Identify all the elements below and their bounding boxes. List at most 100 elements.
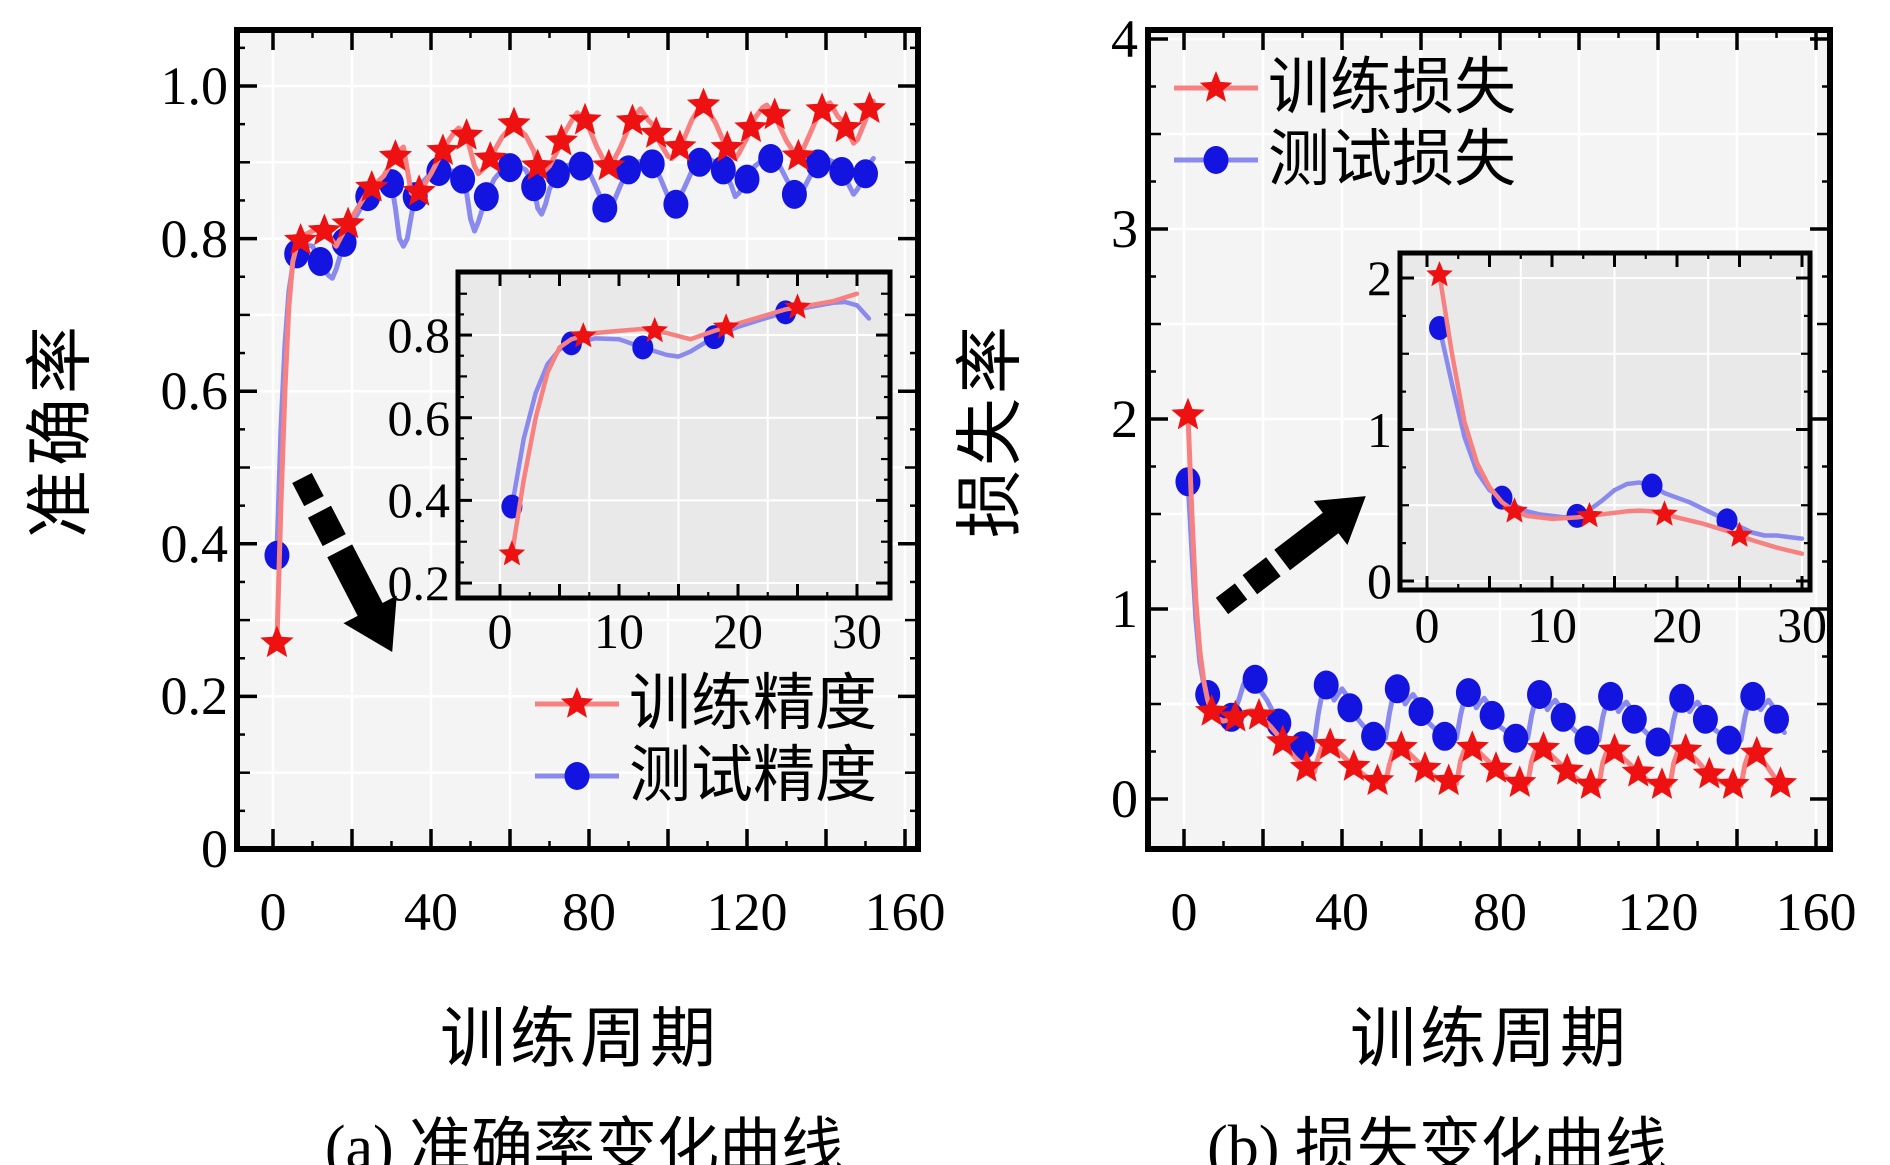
x-tick-label: 160 [1775,882,1857,942]
test-circle-marker [1455,678,1481,708]
y-tick-label: 0.4 [160,513,229,574]
inset-x-tick-label: 0 [487,603,513,659]
test-circle-marker [1598,681,1624,711]
train-star-marker [1195,694,1229,726]
test-circle-marker [592,193,618,223]
test-loss-circle-icon [1172,137,1260,183]
legend-sample-graphic [535,687,619,718]
plot-frame [1145,27,1833,852]
train-star-marker [568,102,602,135]
y-tick-label: 1.0 [160,56,229,116]
inset-x-tick-label: 0 [1414,597,1440,653]
test-circle-marker [758,143,784,173]
inset-y-tick-label: 0.8 [387,307,451,364]
train-star-marker [473,141,507,173]
train-star-marker [710,130,744,162]
caption-panel-a: (a) 准确率变化曲线 [324,1114,844,1165]
train-star-marker [1432,763,1466,796]
train-star-marker [1503,765,1537,797]
arrow-dash [1215,583,1248,615]
series-group [1426,261,1805,556]
star-icon [560,687,594,718]
legend-item-test-accuracy: 测试精度 [533,740,877,812]
test-circle-marker [568,151,594,181]
legend-label: 训练精度 [629,670,878,738]
train-star-marker [1313,727,1347,759]
legend-panel-b: 训练损失 测试损失 [1172,52,1516,196]
train-star-marker [1669,733,1703,765]
test-accuracy-circle-icon [533,753,621,799]
train-star-marker [1218,699,1252,732]
legend-label: 训练损失 [1268,54,1517,122]
test-circle-marker [1479,700,1505,730]
train-star-marker [712,313,740,339]
y-tick-label: 0 [201,819,228,879]
x-tick-label: 80 [562,882,616,942]
test-circle-marker [1503,723,1529,753]
zoom-arrow-icon [292,472,397,653]
x-tick-label: 120 [706,882,788,942]
x-tick-label: 40 [1315,882,1369,942]
x-tick-label: 120 [1617,882,1699,942]
test-circle-marker [307,246,333,276]
train-star-marker [1763,766,1798,798]
test-circle-marker [1692,704,1718,734]
train-loss-star-icon [1172,65,1260,111]
test-circle-marker [616,155,641,185]
test-circle-marker [829,156,855,186]
train-star-marker [1692,756,1726,789]
y-tick-label: 1 [1111,579,1138,639]
series-group [498,291,872,566]
legend-label: 测试损失 [1268,126,1517,194]
train-star-marker [544,123,578,156]
train-star-marker [1479,751,1513,783]
series-group [260,87,887,658]
inset-x-tick-label: 10 [594,603,644,659]
test-circle-marker [1361,721,1387,751]
y-tick-label: 0.8 [160,208,229,269]
train-star-marker [1455,730,1489,762]
test-circle-marker [450,164,476,194]
x-tick-label: 0 [1170,882,1198,942]
test-circle-marker [1175,467,1201,497]
train-star-marker [307,213,341,246]
train-star-marker [1740,735,1774,768]
test-circle-marker [1669,683,1695,713]
axis-y-label-accuracy: 准确率 [22,321,99,539]
test-circle-marker [1764,704,1789,734]
arrow-head [327,544,397,653]
x-tick-label: 0 [259,882,287,942]
train-star-marker [1408,751,1442,783]
train-star-marker [498,540,526,566]
test-circle-marker [781,179,807,209]
axis-x-label-epochs-b: 训练周期 [1350,1003,1630,1076]
test-circle-marker [473,182,499,212]
train-star-marker [734,110,768,143]
train-star-marker [1384,730,1418,762]
test-circle-marker [1432,721,1458,751]
star-icon [1199,71,1233,102]
arrow-dash [1242,557,1281,595]
test-circle-marker [663,189,689,219]
x-tick-label: 160 [864,882,946,942]
axis-x-label-epochs-a: 训练周期 [440,1003,720,1076]
train-star-marker [639,116,673,148]
test-circle-marker [1527,680,1552,709]
inset-y-tick-label: 0 [1367,553,1392,609]
train-star-marker [1574,767,1608,799]
train-star-marker [686,87,721,120]
test-circle-marker [1574,725,1600,755]
train-star-marker [497,106,531,139]
legend-sample-graphic [1174,146,1258,174]
test-circle-marker [1384,674,1410,704]
legend-item-test-loss: 测试损失 [1172,124,1516,196]
x-tick-label: 40 [404,882,458,942]
panel-a-inset [455,269,893,601]
test-circle-marker [1337,693,1363,723]
train-star-marker [260,625,294,658]
inset-x-tick-label: 10 [1527,597,1577,653]
inset-y-tick-label: 2 [1367,250,1392,306]
y-tick-label: 4 [1111,9,1138,69]
train-star-marker [1597,733,1632,765]
